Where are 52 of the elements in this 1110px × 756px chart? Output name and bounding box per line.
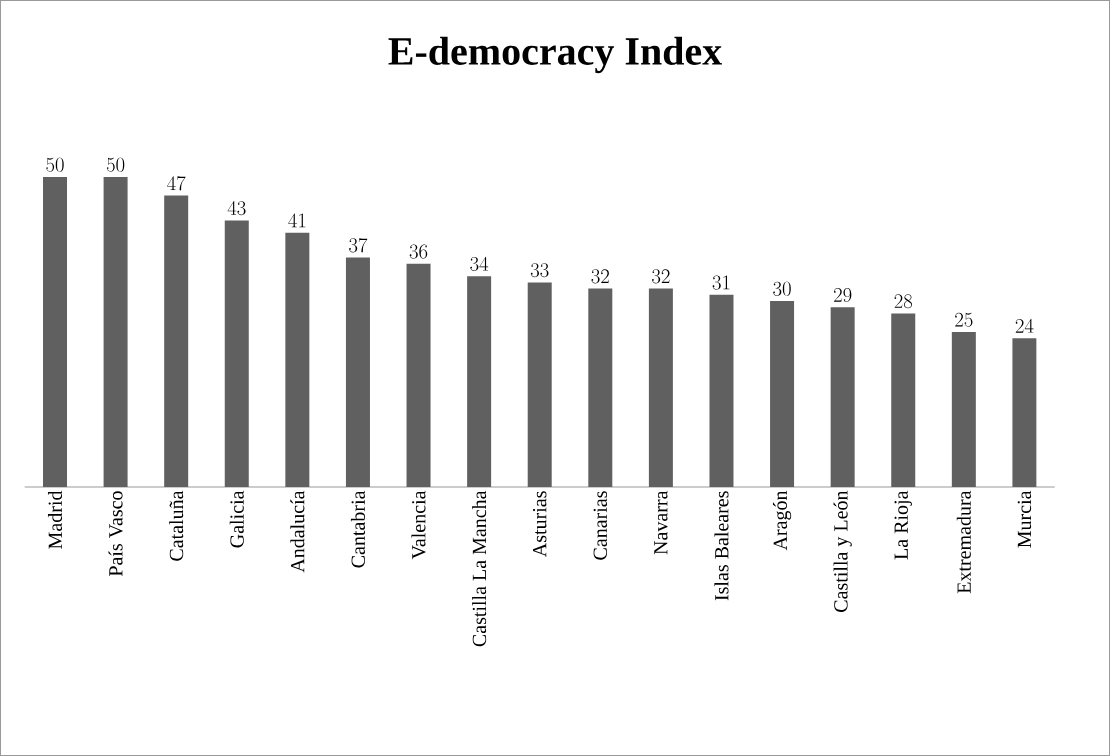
x-tick-label: Castilla La Mancha bbox=[472, 490, 487, 647]
bar bbox=[709, 294, 734, 487]
x-tick-label: Islas Baleares bbox=[714, 491, 729, 601]
bar bbox=[951, 332, 976, 487]
bar bbox=[345, 257, 370, 487]
bar bbox=[224, 220, 249, 487]
data-label: 47 bbox=[167, 176, 186, 191]
x-tick-label: Navarra bbox=[654, 490, 668, 555]
data-label: 33 bbox=[530, 263, 549, 278]
bar bbox=[43, 177, 67, 487]
x-tick-label: Murcia bbox=[1017, 490, 1032, 548]
bar bbox=[467, 276, 492, 487]
data-label: 37 bbox=[349, 238, 368, 253]
x-tick-label: Canarias bbox=[593, 491, 608, 560]
bar bbox=[648, 288, 673, 487]
data-label: 32 bbox=[652, 269, 670, 284]
data-label: 50 bbox=[106, 157, 125, 172]
x-tick-label: Galicia bbox=[229, 490, 244, 548]
bar bbox=[285, 232, 310, 487]
bar bbox=[164, 195, 189, 487]
x-tick-label: Castilla y León bbox=[833, 490, 852, 612]
x-tick-label: Cantabria bbox=[350, 490, 365, 568]
bar bbox=[1012, 338, 1037, 487]
x-tick-label: País Vasco bbox=[108, 491, 123, 577]
data-label: 41 bbox=[288, 213, 306, 228]
x-tick-label: Andalucía bbox=[290, 490, 305, 573]
data-label: 43 bbox=[227, 201, 246, 216]
chart-title: E-democracy Index bbox=[388, 36, 722, 74]
data-label: 32 bbox=[591, 269, 609, 284]
bar bbox=[770, 301, 795, 487]
x-tick-label: Valencia bbox=[411, 490, 426, 560]
data-label: 25 bbox=[955, 312, 973, 327]
x-tick-label: Cataluña bbox=[169, 490, 184, 561]
data-label: 30 bbox=[773, 281, 791, 296]
data-label: 29 bbox=[833, 287, 852, 302]
bar bbox=[103, 177, 128, 487]
data-label: 24 bbox=[1015, 318, 1034, 333]
bar bbox=[588, 288, 613, 487]
bar bbox=[527, 282, 552, 487]
bar bbox=[406, 263, 431, 487]
data-label: 34 bbox=[470, 256, 489, 271]
bar bbox=[891, 313, 916, 487]
x-tick-label: La Rioja bbox=[894, 490, 912, 560]
x-tick-label: Asturias bbox=[533, 491, 547, 558]
x-tick-label: Aragón bbox=[772, 490, 792, 551]
x-tick-label: Extremadura bbox=[956, 490, 971, 594]
data-label: 31 bbox=[712, 275, 730, 290]
data-label: 36 bbox=[409, 244, 428, 259]
data-label: 28 bbox=[894, 294, 913, 309]
x-tick-label: Madrid bbox=[47, 490, 63, 549]
data-label: 50 bbox=[46, 157, 64, 172]
bar bbox=[830, 307, 855, 487]
